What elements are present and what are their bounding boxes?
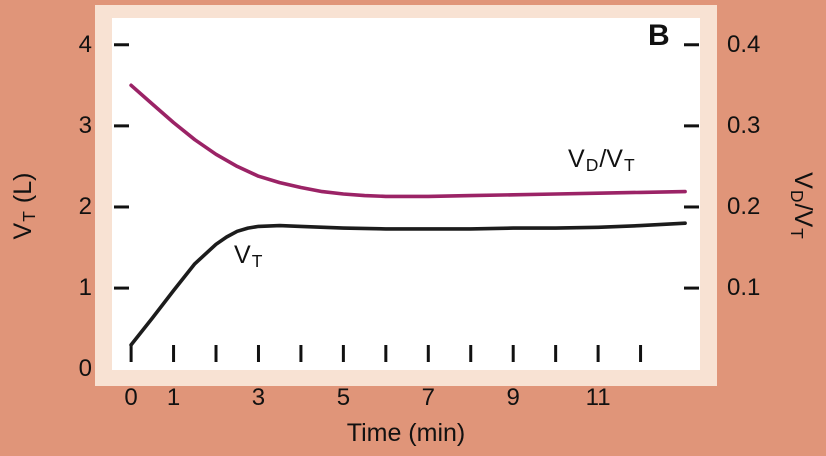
curve-label-vt: VT (234, 241, 263, 275)
right-axis-tick-label: 0.3 (727, 111, 761, 139)
vt-curve (129, 221, 687, 347)
chart-canvas (114, 43, 699, 362)
vdvt-curve (129, 83, 687, 199)
panel-label: B (648, 19, 670, 52)
left-axis-tick-label: 2 (78, 192, 92, 220)
right-axis-tick-label: 0.4 (727, 30, 761, 58)
vt-label-base: V (234, 241, 251, 269)
right-axis-title-base1: V (788, 172, 817, 189)
left-axis-tick-label: 1 (78, 274, 92, 302)
plot-area: B VT VD/VT (112, 18, 700, 370)
curve-label-vdvt: VD/VT (568, 145, 636, 179)
left-axis-title: VT (L) (9, 173, 43, 240)
vdvt-label-base2: V (606, 145, 623, 173)
right-axis-title-base2: V (788, 210, 817, 228)
vdvt-label-slash: / (599, 145, 607, 173)
x-axis-title: Time (min) (346, 419, 466, 447)
x-axis-tick-label: 5 (336, 384, 351, 411)
x-axis-tick-label: 0 (124, 384, 138, 411)
left-axis-tick-label: 4 (78, 30, 92, 58)
x-axis-tick-label: 3 (251, 384, 266, 411)
x-axis-tick-label: 11 (585, 384, 611, 411)
right-axis-title-sub1: D (787, 189, 808, 203)
vt-label-sub: T (251, 250, 263, 271)
right-axis-title: VD/VT (783, 172, 817, 240)
x-axis-tick-label: 9 (506, 384, 520, 411)
left-axis-tick-label: 0 (78, 355, 92, 383)
x-axis-tick-label: 1 (166, 384, 181, 411)
right-axis-tick-label: 0.2 (727, 192, 761, 220)
x-axis-tick-label: 7 (421, 384, 435, 411)
right-axis-title-sub2: T (787, 228, 808, 239)
vdvt-label-sub2: T (623, 154, 635, 175)
vdvt-label-base1: V (568, 145, 585, 173)
left-axis-title-rest: (L) (9, 172, 38, 211)
right-axis-tick-label: 0.1 (727, 274, 761, 302)
vdvt-label-sub1: D (585, 154, 599, 175)
left-axis-title-sub: T (18, 211, 39, 222)
left-axis-title-base: V (9, 222, 38, 240)
left-axis-tick-label: 3 (78, 111, 92, 139)
